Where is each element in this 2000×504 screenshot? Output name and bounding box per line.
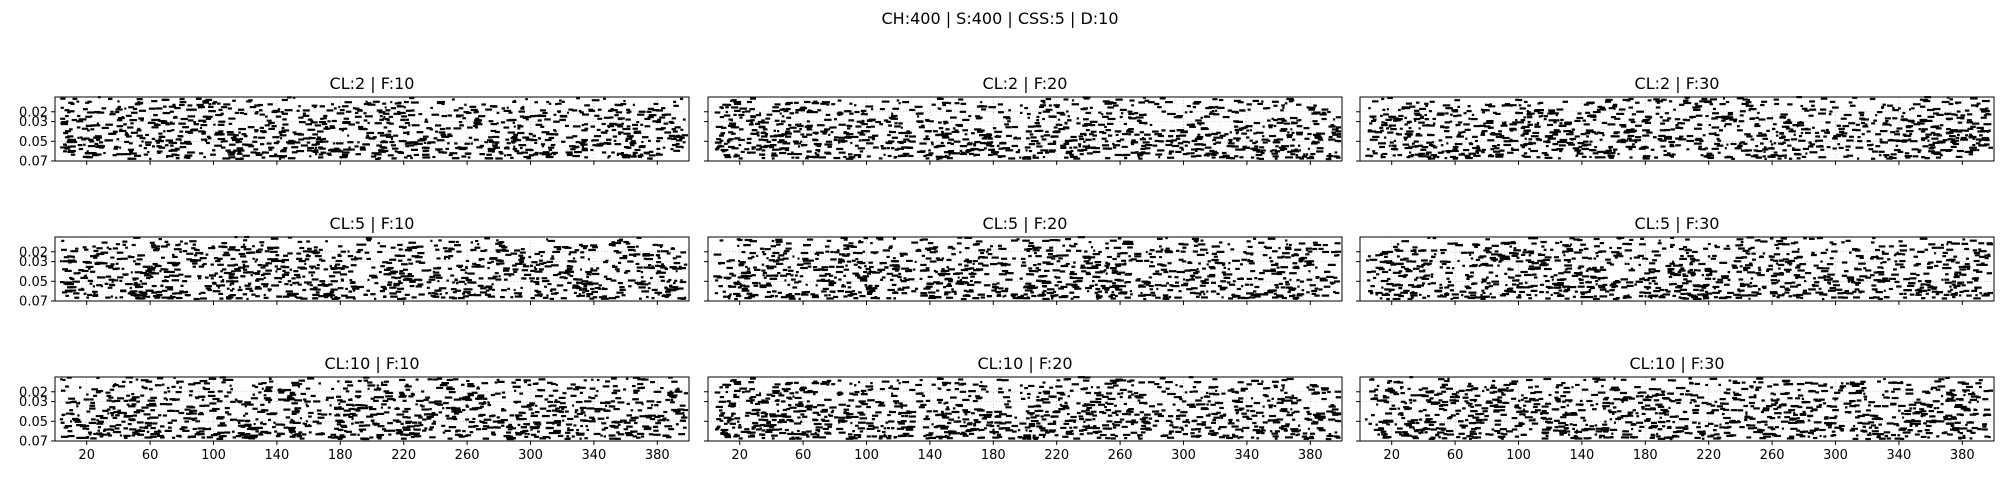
figure-suptitle: CH:400 | S:400 | CSS:5 | D:10 — [881, 9, 1118, 28]
subplot-title: CL:2 | F:30 — [1635, 74, 1720, 93]
y-tick-label: 0.03 — [19, 255, 48, 270]
y-tick-label: 0.05 — [19, 275, 48, 290]
y-tick-label: 0.05 — [19, 135, 48, 150]
y-tick-label: 0.03 — [19, 115, 48, 130]
y-tick-label: 0.07 — [19, 155, 48, 170]
subplot-title: CL:2 | F:10 — [330, 74, 415, 93]
subplot-title: CL:5 | F:10 — [330, 214, 415, 233]
y-tick-label: 0.07 — [19, 295, 48, 310]
subplot-title: CL:5 | F:20 — [983, 214, 1068, 233]
subplot-title: CL:2 | F:20 — [983, 74, 1068, 93]
